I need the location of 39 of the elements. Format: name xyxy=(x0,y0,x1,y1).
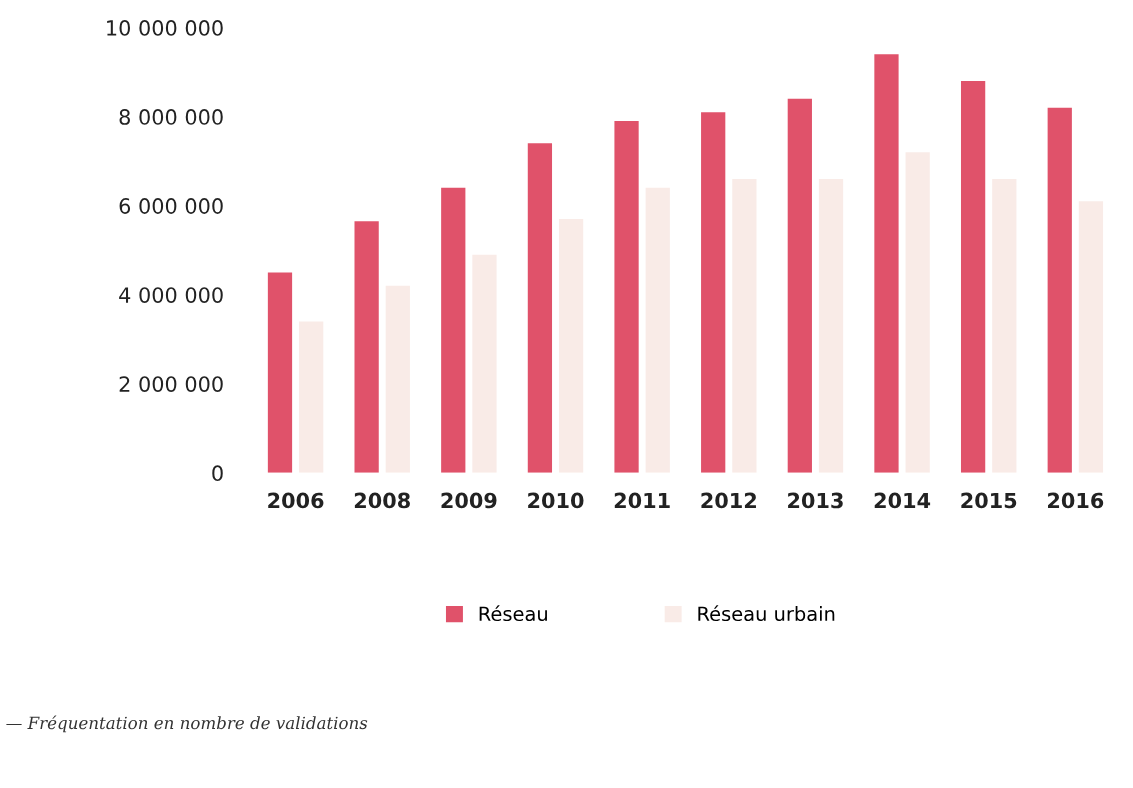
bar xyxy=(354,221,379,473)
bar xyxy=(472,254,497,473)
bar xyxy=(385,285,410,473)
bar xyxy=(960,81,986,473)
y-tick-label: 8 000 000 xyxy=(119,109,223,125)
y-tick-label: 4 000 000 xyxy=(119,287,223,303)
x-tick-label: 2010 xyxy=(528,492,584,509)
x-tick-label: 2013 xyxy=(788,492,843,509)
bar xyxy=(1047,107,1072,473)
bar xyxy=(614,121,639,473)
x-tick-label: 2014 xyxy=(874,492,931,509)
bar xyxy=(645,187,670,473)
legend-label: Réseau urbain xyxy=(698,605,835,622)
bar xyxy=(558,219,584,473)
bar xyxy=(299,321,324,473)
x-tick-label: 2006 xyxy=(268,492,324,509)
y-tick-label: 0 xyxy=(212,465,223,482)
bar xyxy=(732,178,757,473)
legend-label: Réseau xyxy=(479,605,547,622)
bar xyxy=(441,187,466,473)
bar xyxy=(701,112,726,473)
x-tick-label: 2011 xyxy=(614,492,670,509)
bar xyxy=(1078,201,1104,473)
x-tick-label: 2016 xyxy=(1048,492,1104,509)
bar xyxy=(874,54,899,473)
x-tick-label: 2015 xyxy=(961,492,1017,509)
bar xyxy=(992,178,1017,473)
y-tick-label: 2 000 000 xyxy=(119,376,223,392)
x-tick-label: 2008 xyxy=(354,492,410,509)
bar xyxy=(267,272,293,473)
bar xyxy=(818,178,844,473)
bar xyxy=(905,152,930,473)
text: — Fréquentation en nombre de validations xyxy=(6,715,368,733)
y-tick-label: 10 000 000 xyxy=(107,20,223,36)
y-tick-label: 6 000 000 xyxy=(119,198,223,214)
x-tick-label: 2012 xyxy=(701,492,756,509)
bar xyxy=(787,98,812,473)
bar xyxy=(527,143,553,473)
x-tick-label: 2009 xyxy=(441,492,497,509)
